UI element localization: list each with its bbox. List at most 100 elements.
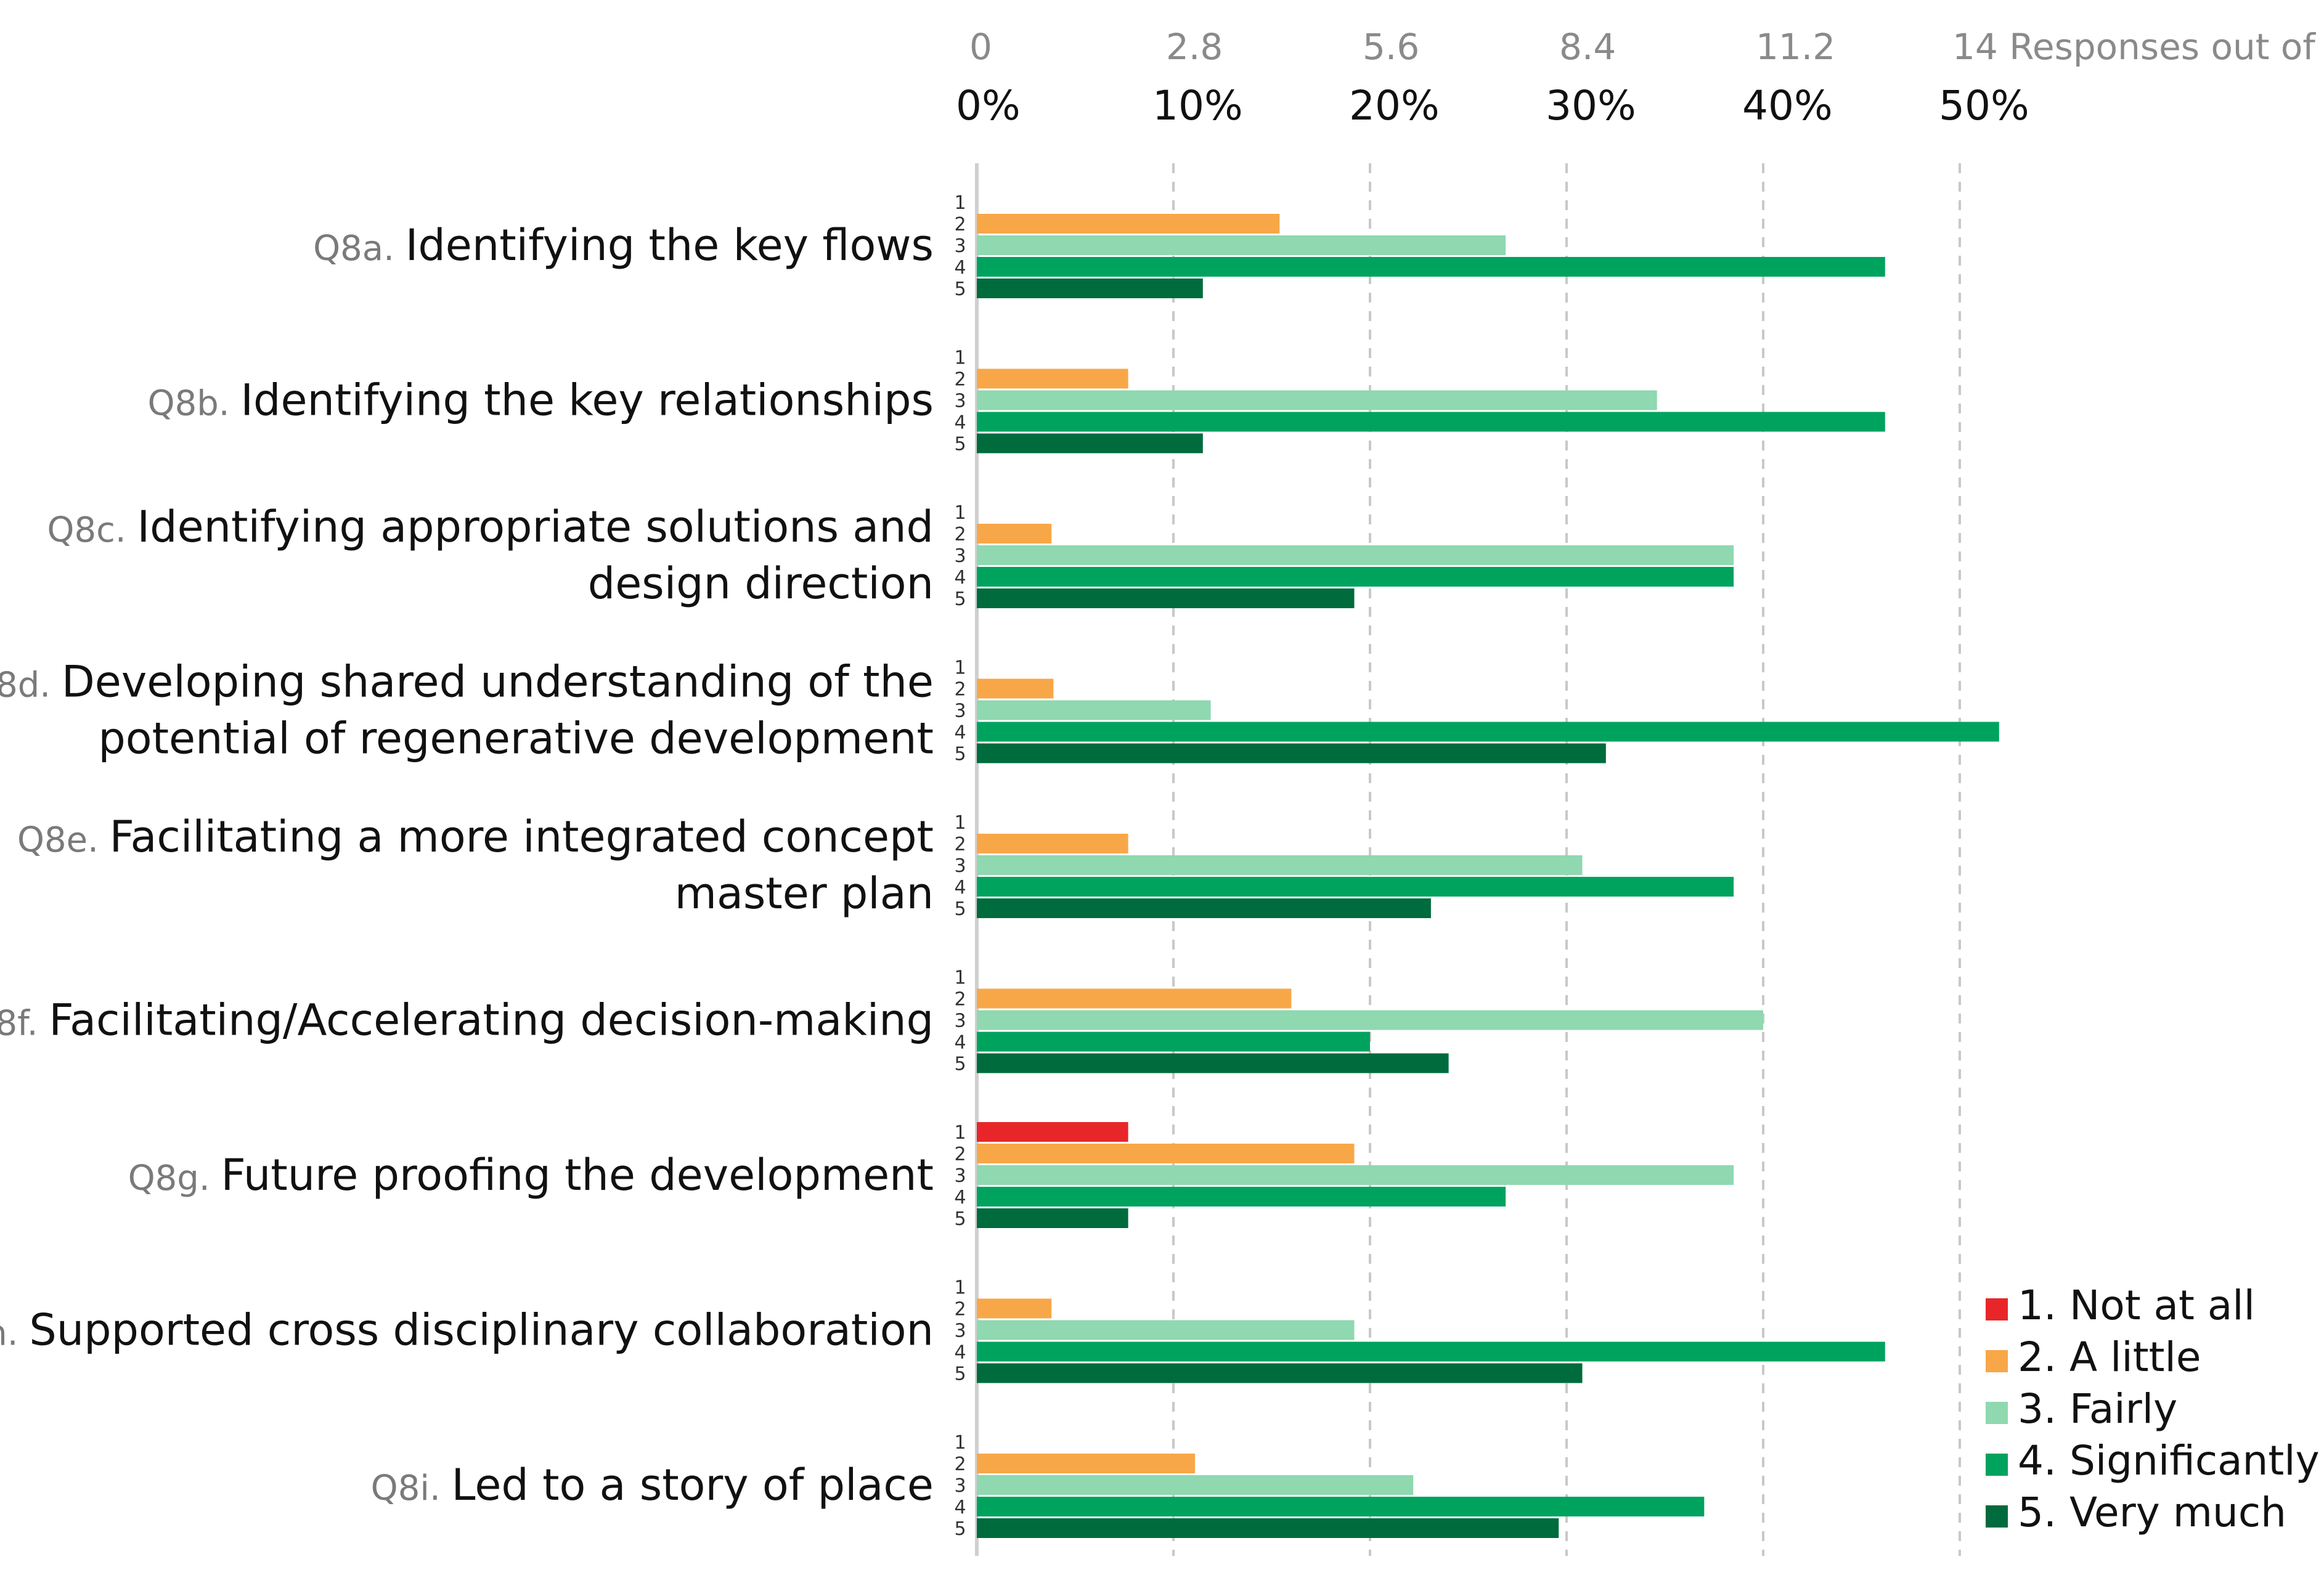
bar-q8a-level-2 [977,214,1280,234]
question-label-line: Q8g. Future proofing the development [128,1150,934,1200]
legend-swatch [1986,1505,2008,1528]
series-row-number: 3 [954,1011,966,1032]
series-row-number: 4 [954,1187,966,1208]
bar-q8g-level-2 [977,1144,1355,1163]
responses-tick-label: 5.6 [1363,26,1419,68]
bar-q8e-level-5 [977,898,1431,918]
question-text: Supported cross disciplinary collaborati… [29,1305,934,1356]
series-row-number: 3 [954,235,966,257]
series-row-number: 1 [954,348,966,369]
question-text: potential of regenerative development [98,714,934,764]
bar-q8h-level-2 [977,1298,1052,1319]
legend-label: 4. Significantly [2018,1437,2320,1484]
legend-label: 5. Very much [2018,1489,2286,1536]
question-label-line: potential of regenerative development [98,714,934,764]
bar-q8d-level-4 [977,722,1999,742]
bar-q8b-level-2 [977,368,1128,389]
series-row-number: 1 [954,1122,966,1144]
legend-swatch [1986,1402,2008,1424]
bar-q8c-level-3 [977,545,1734,565]
question-text: Future proofing the development [221,1150,934,1200]
question-label-line: design direction [588,558,934,609]
bar-q8g-level-4 [977,1187,1506,1206]
question-prefix: Q8f. [0,1004,49,1044]
responses-tick-label: 11.2 [1756,26,1835,68]
question-text: design direction [588,558,934,609]
series-row-number: 2 [954,834,966,855]
question-label-line: Q8a. Identifying the key flows [313,220,934,271]
series-row-number: 5 [954,898,966,920]
series-row-number: 5 [954,588,966,610]
bar-q8c-level-2 [977,524,1052,543]
question-label-line: Q8f. Facilitating/Accelerating decision-… [0,995,934,1046]
bar-q8h-level-3 [977,1320,1355,1340]
axis: 0 0% 2.8 10% 5.6 20% 8.4 30% 11.2 40% 14 Responses… [956,26,2324,1556]
series-row-number: 1 [954,657,966,679]
bar-q8i-level-3 [977,1475,1414,1495]
bar-q8d-level-2 [977,678,1054,699]
question-prefix: Q8a. [313,229,406,269]
bar-q8a-level-4 [977,257,1885,277]
bar-q8i-level-5 [977,1518,1559,1538]
bar-q8g-level-1 [977,1122,1128,1142]
bar-q8e-level-4 [977,877,1734,897]
series-row-number: 3 [954,391,966,412]
legend-label: 2. A little [2018,1333,2201,1381]
bar-q8i-level-2 [977,1454,1196,1473]
series-row-number: 5 [954,434,966,455]
bar-q8d-level-3 [977,700,1211,720]
series-row-number: 2 [954,1299,966,1320]
bar-q8f-level-5 [977,1053,1449,1073]
percent-tick-label: 0% [956,82,1021,129]
series-row-number: 1 [954,812,966,834]
series-row-number: 5 [954,1364,966,1385]
question-prefix: Q8i. [371,1468,452,1508]
series-row-number: 2 [954,989,966,1011]
bar-q8d-level-5 [977,743,1606,763]
series-row-number: 4 [954,1342,966,1364]
series-row-number: 5 [954,1054,966,1075]
series-row-number: 1 [954,502,966,524]
question-prefix: Q8d. [0,665,62,706]
bar-q8b-level-4 [977,412,1885,432]
series-row-number: 4 [954,1497,966,1518]
series-row-number: 3 [954,1475,966,1497]
series-row-number: 4 [954,567,966,588]
legend-label: 3. Fairly [2018,1385,2177,1433]
series-row-number: 5 [954,744,966,765]
bar-q8f-level-3 [977,1010,1763,1030]
series-row-number: 2 [954,369,966,391]
responses-tick-label: 0 [969,26,992,68]
percent-tick-label: 10% [1152,82,1243,129]
percent-tick-label: 30% [1546,82,1636,129]
legend-label: 1. Not at all [2018,1282,2255,1329]
series-row-number: 4 [954,1032,966,1054]
question-prefix: Q8c. [47,510,137,550]
bar-q8c-level-5 [977,588,1355,608]
question-text: Identifying appropriate solutions and [137,502,934,552]
question-text: Led to a story of place [452,1460,934,1510]
series-row-number: 2 [954,214,966,235]
series-row-number: 3 [954,1165,966,1187]
bars [977,214,1999,1538]
bar-q8b-level-5 [977,433,1203,454]
series-row-number: 1 [954,192,966,214]
question-label-line: Q8c. Identifying appropriate solutions a… [47,502,934,552]
question-label-line: Q8b. Identifying the key relationships [148,375,934,426]
series-row-number: 4 [954,722,966,744]
series-row-number: 5 [954,1208,966,1230]
responses-tick-label: 2.8 [1166,26,1223,68]
series-row-number: 4 [954,877,966,898]
question-label-line: Q8e. Facilitating a more integrated conc… [17,812,934,862]
question-label-line: master plan [675,868,934,919]
series-row-number: 3 [954,855,966,877]
series-row-number: 1 [954,1277,966,1299]
bar-q8i-level-4 [977,1497,1705,1516]
bar-q8b-level-3 [977,390,1657,410]
bar-q8a-level-3 [977,235,1506,255]
series-row-number: 1 [954,1432,966,1454]
series-row-number: 4 [954,257,966,279]
